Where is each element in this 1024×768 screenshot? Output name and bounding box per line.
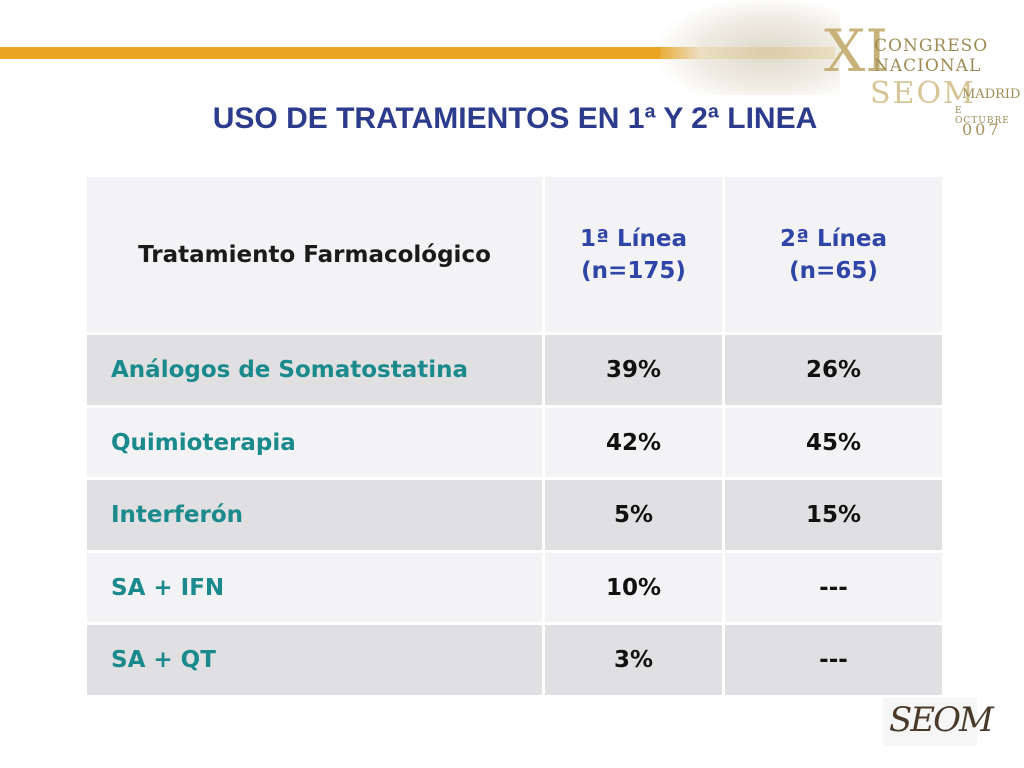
row-treatment-name: Interferón	[84, 477, 545, 553]
row-first-line-value: 39%	[542, 332, 725, 408]
row-second-line-value: 26%	[722, 332, 945, 408]
logo-org: SEOM	[870, 76, 976, 111]
logo-year: 007	[962, 120, 1002, 139]
decorative-photo	[660, 0, 840, 95]
header-second-line-n: (n=65)	[789, 257, 878, 284]
logo-line-2: NACIONAL	[874, 56, 982, 76]
seom-logo-text: SEOM	[889, 700, 994, 740]
table-row: SA + IFN 10% ---	[84, 549, 945, 626]
table-header-row: Tratamiento Farmacológico 1ª Línea (n=17…	[84, 173, 945, 336]
logo-month: E OCTUBRE	[955, 106, 1010, 126]
header-second-line-label: 2ª Línea	[779, 225, 887, 252]
row-treatment-name: Quimioterapia	[84, 404, 545, 481]
row-first-line-value: 5%	[542, 477, 725, 553]
row-second-line-value: 45%	[722, 404, 945, 481]
congress-logo: XI CONGRESO NACIONAL SEOM MADRID E OCTUB…	[820, 20, 1020, 145]
row-first-line-value: 10%	[542, 549, 725, 626]
row-first-line-value: 42%	[542, 404, 725, 481]
row-second-line-value: 15%	[722, 477, 945, 553]
accent-bar	[0, 47, 835, 59]
row-treatment-name: SA + IFN	[84, 549, 545, 626]
header-treatment: Tratamiento Farmacológico	[84, 173, 545, 336]
seom-logo: SEOM	[883, 698, 994, 746]
header-second-line: 2ª Línea (n=65)	[722, 173, 945, 336]
row-treatment-name: Análogos de Somatostatina	[84, 332, 545, 408]
table-row: Interferón 5% 15%	[84, 477, 945, 553]
page-title: USO DE TRATAMIENTOS EN 1ª Y 2ª LINEA	[212, 102, 818, 135]
logo-city: MADRID	[962, 87, 1021, 102]
row-first-line-value: 3%	[542, 622, 725, 698]
table-row: Quimioterapia 42% 45%	[84, 404, 945, 481]
treatment-table: Tratamiento Farmacológico 1ª Línea (n=17…	[84, 173, 945, 698]
logo-line-1: CONGRESO	[874, 36, 989, 56]
row-treatment-name: SA + QT	[84, 622, 545, 698]
header-first-line: 1ª Línea (n=175)	[542, 173, 725, 336]
table-row: Análogos de Somatostatina 39% 26%	[84, 332, 945, 408]
logo-numeral: XI	[824, 17, 889, 85]
header-first-line-n: (n=175)	[581, 257, 686, 284]
table-row: SA + QT 3% ---	[84, 622, 945, 698]
header-first-line-label: 1ª Línea	[579, 225, 687, 252]
row-second-line-value: ---	[722, 549, 945, 626]
row-second-line-value: ---	[722, 622, 945, 698]
